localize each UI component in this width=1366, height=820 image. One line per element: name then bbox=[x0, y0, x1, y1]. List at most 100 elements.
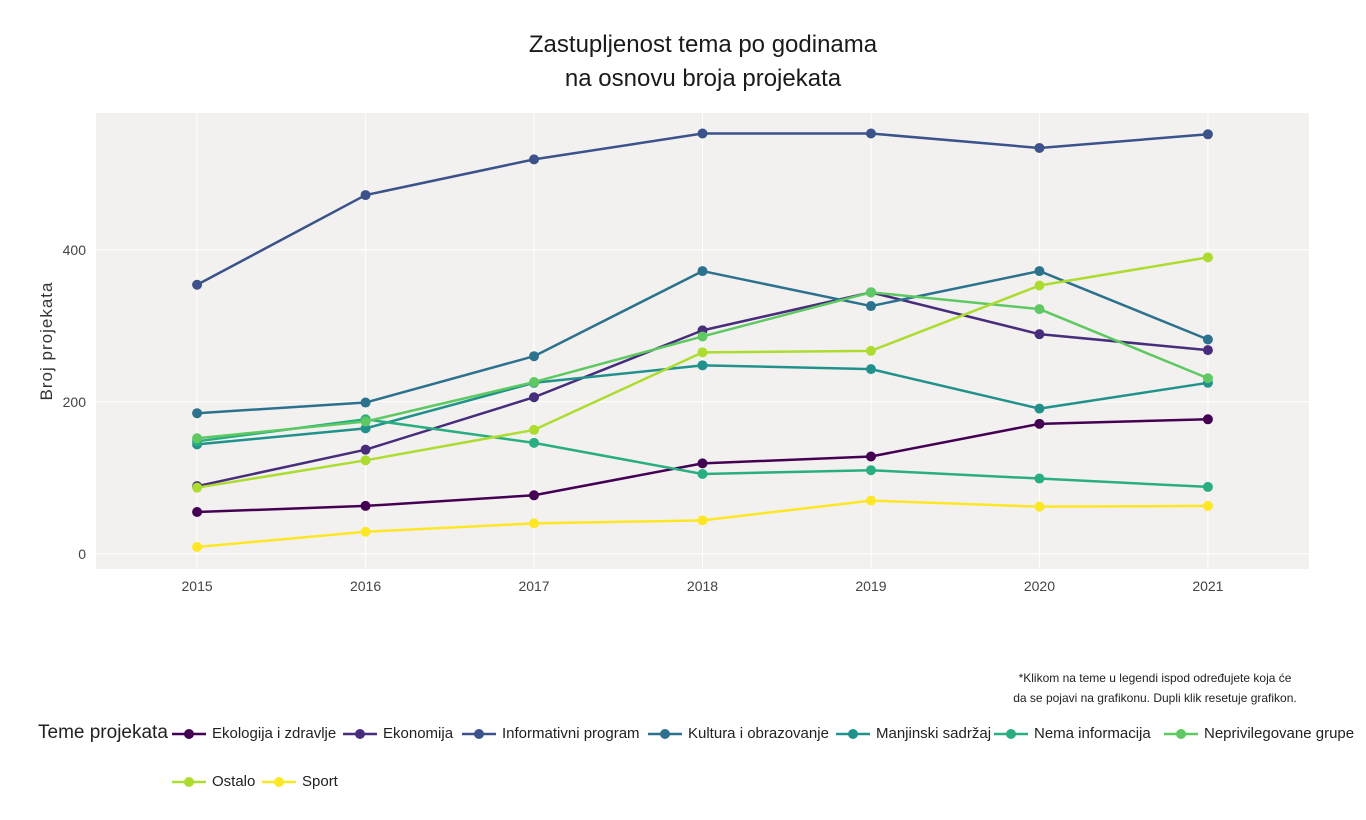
data-point bbox=[360, 416, 371, 427]
legend-item[interactable]: Ostalo bbox=[172, 773, 255, 790]
data-point bbox=[697, 458, 708, 469]
legend-label: Informativni program bbox=[502, 725, 640, 742]
legend-item[interactable]: Nema informacija bbox=[994, 725, 1151, 742]
legend-swatch-marker bbox=[184, 776, 194, 787]
data-point bbox=[697, 347, 708, 358]
data-point bbox=[192, 279, 203, 290]
legend-swatch bbox=[836, 728, 870, 739]
data-point bbox=[360, 526, 371, 537]
legend-swatch bbox=[172, 728, 206, 739]
data-point bbox=[1034, 501, 1045, 512]
data-point bbox=[865, 465, 876, 476]
legend-label: Ekonomija bbox=[383, 725, 454, 742]
data-point bbox=[865, 495, 876, 506]
data-point bbox=[865, 451, 876, 462]
data-point bbox=[529, 377, 540, 388]
legend-swatch-marker bbox=[474, 728, 484, 739]
y-axis-label: Broj projekata bbox=[37, 282, 56, 401]
data-point bbox=[1202, 414, 1213, 425]
data-point bbox=[1202, 345, 1213, 356]
legend-swatch-marker bbox=[184, 728, 194, 739]
data-point bbox=[529, 490, 540, 501]
data-point bbox=[697, 266, 708, 277]
data-point bbox=[1202, 481, 1213, 492]
data-point bbox=[360, 190, 371, 201]
chart-title-line-1: Zastupljenost tema po godinama bbox=[528, 31, 878, 58]
x-tick-label: 2021 bbox=[1192, 578, 1223, 594]
x-tick-label: 2020 bbox=[1024, 578, 1055, 594]
data-point bbox=[360, 423, 371, 434]
chart-title-line-2: na osnovu broja projekata bbox=[564, 65, 842, 92]
data-point bbox=[1202, 129, 1213, 140]
legend-swatch-marker bbox=[1006, 728, 1016, 739]
legend-swatch-marker bbox=[355, 728, 365, 739]
legend-title: Teme projekata bbox=[38, 722, 168, 743]
y-tick-label: 0 bbox=[78, 546, 86, 562]
data-point bbox=[360, 397, 371, 408]
legend-item[interactable]: Ekologija i zdravlje bbox=[172, 725, 336, 742]
legend-swatch bbox=[462, 728, 496, 739]
legend-swatch-marker bbox=[1176, 728, 1186, 739]
legend-item[interactable]: Neprivilegovane grupe bbox=[1164, 725, 1354, 742]
legend-label: Ostalo bbox=[212, 773, 256, 790]
data-point bbox=[360, 444, 371, 455]
legend-item[interactable]: Manjinski sadržaj bbox=[836, 725, 991, 742]
legend-hint-note: *Klikom na teme u legendi ispod određuje… bbox=[985, 668, 1325, 708]
data-point bbox=[360, 455, 371, 466]
data-point bbox=[1202, 500, 1213, 511]
data-point bbox=[529, 392, 540, 403]
data-point bbox=[1034, 142, 1045, 153]
data-point bbox=[529, 351, 540, 362]
data-point bbox=[529, 424, 540, 435]
data-point bbox=[529, 518, 540, 529]
legend-item[interactable]: Kultura i obrazovanje bbox=[648, 725, 829, 742]
data-point bbox=[1034, 418, 1045, 429]
legend-swatch bbox=[262, 776, 296, 787]
data-point bbox=[192, 541, 203, 552]
legend-item[interactable]: Informativni program bbox=[462, 725, 640, 742]
legend-swatch bbox=[343, 728, 377, 739]
data-point bbox=[192, 482, 203, 493]
y-tick-label: 200 bbox=[63, 394, 87, 410]
data-point bbox=[697, 360, 708, 371]
data-point bbox=[1202, 334, 1213, 345]
x-tick-label: 2017 bbox=[518, 578, 549, 594]
data-point bbox=[865, 287, 876, 298]
legend-label: Kultura i obrazovanje bbox=[688, 725, 829, 742]
data-point bbox=[1034, 304, 1045, 315]
legend-label: Neprivilegovane grupe bbox=[1204, 725, 1355, 742]
legend-swatch bbox=[994, 728, 1028, 739]
data-point bbox=[529, 437, 540, 448]
data-point bbox=[1034, 329, 1045, 340]
legend-item[interactable]: Sport bbox=[262, 773, 338, 790]
data-point bbox=[1034, 266, 1045, 277]
legend-label: Ekologija i zdravlje bbox=[212, 725, 337, 742]
data-point bbox=[697, 515, 708, 526]
legend-label: Manjinski sadržaj bbox=[876, 725, 992, 742]
legend-swatch bbox=[172, 776, 206, 787]
legend-label: Sport bbox=[302, 773, 338, 790]
data-point bbox=[697, 128, 708, 139]
data-point bbox=[865, 345, 876, 356]
x-tick-label: 2019 bbox=[855, 578, 886, 594]
legend-hint-line-1: *Klikom na teme u legendi ispod određuje… bbox=[1018, 671, 1292, 685]
x-tick-label: 2015 bbox=[182, 578, 213, 594]
data-point bbox=[697, 331, 708, 342]
legend-swatch-marker bbox=[274, 776, 284, 787]
legend-item[interactable]: Ekonomija bbox=[343, 725, 453, 742]
data-point bbox=[192, 507, 203, 517]
data-point bbox=[697, 469, 708, 479]
data-point bbox=[865, 128, 876, 139]
legend-label: Nema informacija bbox=[1034, 725, 1151, 742]
data-point bbox=[192, 408, 203, 419]
legend-hint-line-2: da se pojavi na grafikonu. Dupli klik re… bbox=[1013, 691, 1297, 705]
legend-swatch-marker bbox=[660, 728, 670, 739]
legend-swatch bbox=[648, 728, 682, 739]
data-point bbox=[1034, 280, 1045, 291]
x-tick-label: 2016 bbox=[350, 578, 381, 594]
data-point bbox=[1202, 373, 1213, 384]
data-point bbox=[529, 154, 540, 165]
data-point bbox=[1034, 473, 1045, 484]
y-tick-label: 400 bbox=[63, 242, 87, 258]
